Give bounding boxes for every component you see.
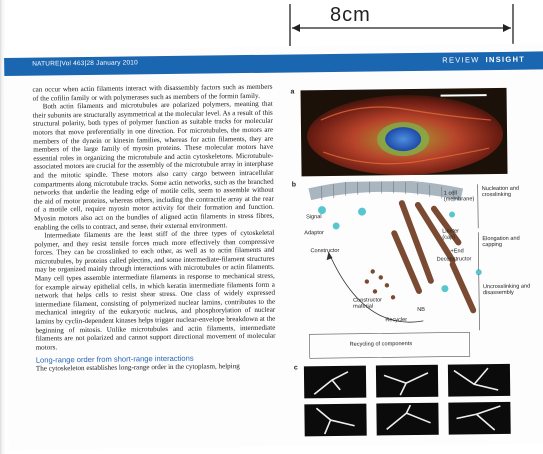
label-constructor-material: Constructor material: [353, 297, 383, 310]
panel-b-diagram: [308, 179, 482, 359]
label-constructor: Constructor: [310, 247, 340, 255]
measurement-label: 8cm: [330, 4, 371, 26]
label-plus-end: +End: [450, 248, 464, 255]
panel-label-a: a: [290, 88, 295, 96]
label-adaptor: Adaptor: [304, 230, 324, 237]
side-label-nucleation: Nucleation and crosslinking: [481, 185, 520, 199]
panel-label-b: b: [291, 181, 296, 189]
panel-a-micrograph: [300, 87, 508, 177]
section-insight: INSIGHT: [485, 54, 526, 65]
panel-label-c: c: [293, 364, 298, 372]
label-signal: Signal: [306, 214, 322, 221]
label-nucleator: 1 cell (membrane): [443, 190, 475, 203]
paragraph-3: Intermediate filaments are the least sti…: [34, 228, 276, 352]
label-deconstructor: Deconstructor: [436, 256, 472, 263]
paragraph-2: Both actin filaments and microtubules ar…: [32, 99, 275, 232]
measurement-annotation: 8cm: [0, 0, 543, 48]
micrograph-tile: [448, 401, 511, 435]
micrograph-tile: [303, 365, 367, 399]
fluorescence-cell-image: [307, 94, 504, 176]
micrograph-tile: [447, 363, 511, 397]
side-label-elongation: Elongation and capping: [482, 235, 520, 249]
label-nb: NB: [417, 306, 426, 313]
section-review: REVIEW: [442, 55, 480, 65]
panel-c-micrographs: [303, 360, 525, 441]
journal-page: NATURE|Vol 463|28 January 2010 REVIEW INS…: [4, 43, 543, 450]
micrograph-tile: [376, 402, 439, 436]
section-title: REVIEW INSIGHT: [442, 55, 525, 65]
paragraph-4: The cytoskeleton establishes long-range …: [35, 362, 240, 374]
micrograph-tile: [375, 364, 439, 398]
measurement-arrow: [289, 4, 514, 46]
text-column: can occur when actin filaments interact …: [32, 83, 276, 374]
label-limiter: Limiter (cap): [442, 228, 460, 241]
page-header: NATURE|Vol 463|28 January 2010 REVIEW INS…: [4, 51, 543, 76]
label-recycling: Recycling of components: [349, 341, 413, 348]
side-label-unbundling: Uncrosslinking and disassembly: [482, 283, 531, 297]
journal-citation: NATURE|Vol 463|28 January 2010: [32, 59, 138, 68]
label-recycler: Recycler: [385, 317, 408, 324]
micrograph-tile: [304, 403, 367, 437]
figure: a: [286, 77, 540, 440]
